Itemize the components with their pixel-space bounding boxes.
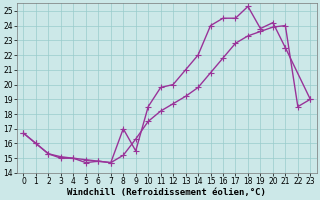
X-axis label: Windchill (Refroidissement éolien,°C): Windchill (Refroidissement éolien,°C) (68, 188, 266, 197)
